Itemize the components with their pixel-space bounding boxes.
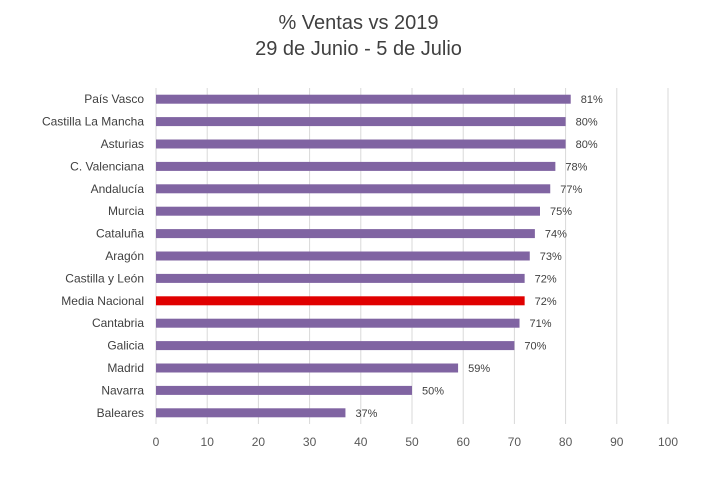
data-label: 71% (530, 318, 552, 330)
category-label: Murcia (108, 204, 144, 218)
x-tick-label: 70 (508, 435, 522, 449)
x-tick-label: 50 (405, 435, 419, 449)
bar (156, 251, 530, 261)
x-tick-label: 40 (354, 435, 368, 449)
bar (156, 139, 566, 149)
category-label: Navarra (101, 383, 144, 397)
category-label: Castilla y León (65, 271, 144, 285)
data-label: 74% (545, 229, 567, 241)
data-label: 73% (540, 251, 562, 263)
x-tick-label: 30 (303, 435, 317, 449)
x-tick-label: 90 (610, 435, 624, 449)
bar (156, 296, 525, 306)
data-label: 72% (535, 296, 557, 308)
chart-title: % Ventas vs 2019 (278, 12, 439, 34)
x-tick-label: 0 (153, 435, 160, 449)
bar (156, 161, 556, 171)
data-label: 75% (550, 206, 572, 218)
bar (156, 363, 459, 373)
data-label: 80% (576, 117, 598, 129)
category-label: Madrid (107, 361, 144, 375)
bar (156, 341, 515, 351)
category-label: Baleares (97, 406, 144, 420)
category-label: Cantabria (92, 316, 144, 330)
category-label: Cataluña (96, 227, 144, 241)
bar (156, 318, 520, 328)
x-tick-label: 20 (252, 435, 266, 449)
data-label: 70% (524, 341, 546, 353)
bar (156, 408, 346, 418)
category-label: C. Valenciana (70, 159, 144, 173)
category-label: Galicia (107, 339, 144, 353)
data-label: 80% (576, 139, 598, 151)
data-label: 72% (535, 273, 557, 285)
bar (156, 117, 566, 127)
category-label: Asturias (101, 137, 144, 151)
bar (156, 273, 525, 283)
bar (156, 206, 540, 216)
data-label: 78% (565, 161, 587, 173)
category-label: País Vasco (84, 92, 144, 106)
category-label: Andalucía (91, 182, 145, 196)
data-label: 37% (355, 408, 377, 420)
data-label: 50% (422, 385, 444, 397)
x-tick-label: 10 (201, 435, 215, 449)
bar (156, 229, 535, 239)
data-label: 59% (468, 363, 490, 375)
category-label: Media Nacional (61, 294, 144, 308)
bar (156, 385, 412, 395)
bar (156, 94, 571, 104)
category-label: Aragón (105, 249, 144, 263)
x-tick-label: 80 (559, 435, 573, 449)
bar (156, 184, 551, 194)
chart-subtitle: 29 de Junio - 5 de Julio (255, 38, 462, 60)
data-label: 77% (560, 184, 582, 196)
x-tick-label: 60 (457, 435, 471, 449)
category-label: Castilla La Mancha (42, 115, 144, 129)
data-label: 81% (581, 94, 603, 106)
x-tick-label: 100 (658, 435, 678, 449)
